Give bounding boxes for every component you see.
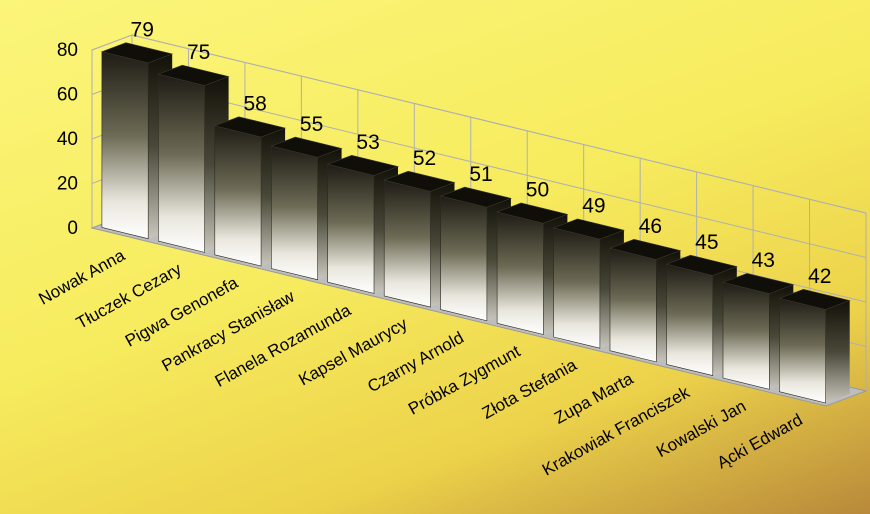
bar-front [327, 163, 375, 294]
bar-front [214, 125, 262, 267]
bar-front [779, 297, 827, 404]
data-label: 45 [695, 231, 718, 254]
x-tick-label: Krakowiak Franciszek [539, 382, 693, 479]
data-label: 42 [808, 265, 831, 288]
x-tick-label: Pankracy Stanisław [159, 286, 299, 375]
data-label: 49 [582, 195, 605, 218]
bar-top [326, 154, 400, 176]
bar-side [825, 300, 850, 403]
bar-top [270, 136, 343, 158]
data-label: 52 [413, 147, 436, 170]
bar-front [440, 195, 488, 322]
data-label: 79 [131, 18, 154, 41]
bar-front [666, 263, 714, 376]
bar-top [100, 42, 174, 64]
data-label: 58 [243, 92, 266, 115]
bar-front [722, 282, 770, 390]
data-label: 53 [356, 131, 379, 154]
bar-top [383, 170, 456, 192]
bar: 49 [552, 195, 625, 349]
data-label: 43 [752, 249, 775, 272]
bar-top [496, 202, 569, 224]
x-tick-label: Flanela Rozamunda [212, 300, 355, 391]
data-label: 50 [526, 179, 549, 202]
data-label: 75 [187, 41, 210, 64]
bar-top [439, 186, 512, 208]
bar-front [383, 179, 431, 308]
data-label: 46 [639, 215, 662, 238]
y-tick-label: 20 [57, 174, 78, 195]
y-tick-label: 60 [57, 85, 78, 106]
bar-front [158, 73, 205, 253]
bar-top [778, 288, 851, 310]
bar-top [552, 218, 625, 240]
bar-front [101, 51, 149, 240]
bar-top [608, 238, 682, 260]
bar-front [496, 211, 544, 335]
bar-front [270, 145, 318, 281]
bar-top [213, 116, 287, 138]
bar-front [609, 247, 657, 363]
bar-top [157, 64, 230, 86]
bar: 42 [778, 265, 851, 404]
y-tick-label: 80 [57, 40, 78, 61]
y-tick-label: 40 [57, 129, 78, 150]
bar-top [721, 273, 795, 294]
bar-top [665, 254, 738, 276]
y-tick-label: 0 [67, 218, 78, 239]
data-label: 55 [300, 113, 323, 136]
bar-front [553, 227, 601, 349]
data-label: 51 [469, 163, 492, 186]
